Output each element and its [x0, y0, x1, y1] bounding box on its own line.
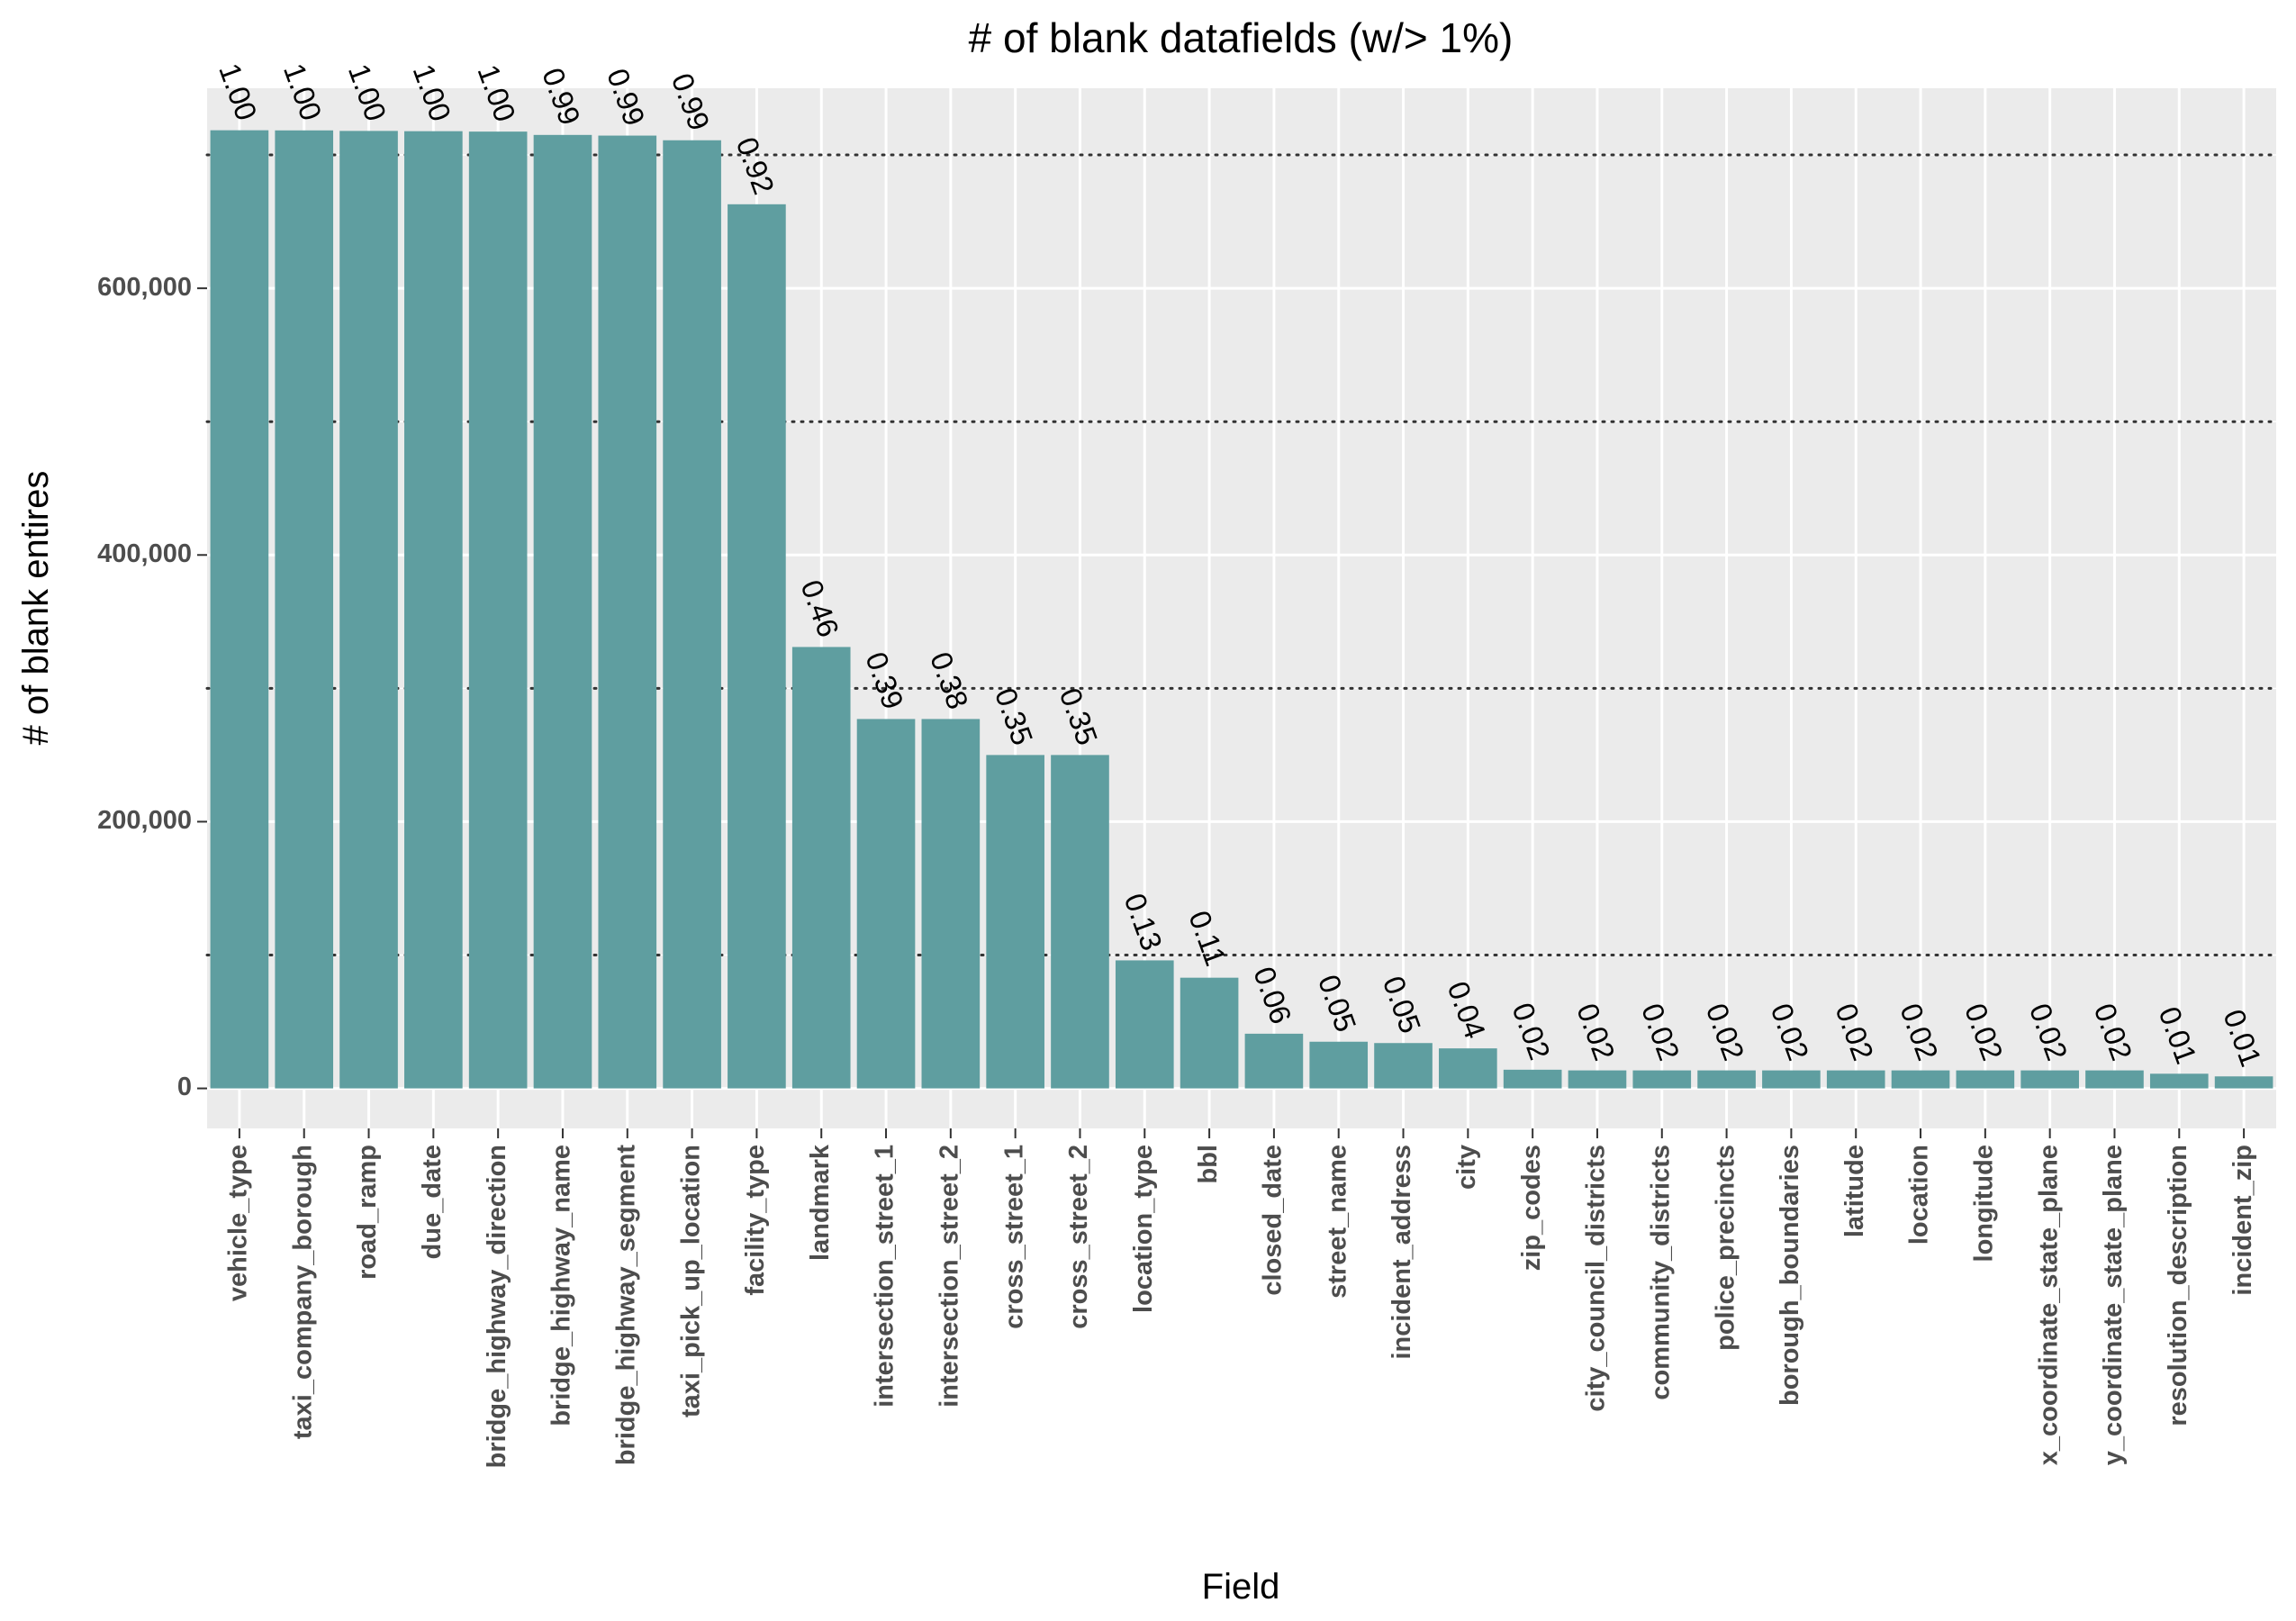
x-tick-label: due_date — [418, 1145, 447, 1259]
x-tick-label: resolution_description — [2164, 1145, 2192, 1426]
bar-city_council_districts — [1568, 1070, 1627, 1089]
bar-taxi_pick_up_location — [663, 140, 721, 1089]
x-tick-label: bbl — [1194, 1145, 1223, 1184]
y-axis: 0 200,000 400,000 600,000 — [97, 273, 207, 1101]
x-tick-label: latitude — [1840, 1145, 1869, 1237]
bar-location_type — [1115, 960, 1174, 1089]
bar-intersection_street_1 — [856, 719, 916, 1089]
bar-police_precincts — [1697, 1070, 1756, 1089]
x-axis-title: Field — [1202, 1567, 1280, 1607]
bar-landmark — [791, 647, 851, 1089]
x-tick-label: location_type — [1129, 1145, 1158, 1313]
x-tick-label: facility_type — [741, 1145, 770, 1296]
x-tick-label: bridge_highway_segment — [611, 1145, 640, 1465]
x-tick-label: vehicle_type — [224, 1145, 253, 1301]
x-tick-label: incident_address — [1388, 1145, 1416, 1360]
x-tick-label: y_coordinate_state_plane — [2099, 1145, 2128, 1465]
x-tick-label: cross_street_1 — [999, 1145, 1028, 1329]
x-tick-label: bridge_highway_name — [547, 1145, 576, 1426]
bar-incident_zip — [2214, 1076, 2273, 1089]
bar-city — [1439, 1048, 1497, 1089]
x-tick-label: taxi_pick_up_location — [676, 1145, 705, 1417]
bar-x_coordinate_state_plane — [2020, 1070, 2079, 1089]
bar-facility_type — [728, 204, 786, 1089]
bar-resolution_description — [2149, 1073, 2209, 1089]
x-tick-label: community_districts — [1646, 1145, 1675, 1400]
x-tick-label: landmark — [806, 1144, 835, 1261]
bar-community_districts — [1632, 1070, 1692, 1089]
bar-bridge_highway_direction — [468, 131, 528, 1089]
x-tick-label: road_ramp — [353, 1145, 382, 1280]
bar-location — [1891, 1070, 1950, 1089]
x-tick-label: street_name — [1323, 1145, 1351, 1299]
x-tick-label: x_coordinate_state_plane — [2034, 1145, 2063, 1465]
x-tick-label: police_precincts — [1711, 1145, 1740, 1351]
x-tick-label: zip_codes — [1517, 1145, 1546, 1271]
bar-bridge_highway_segment — [598, 135, 657, 1089]
bar-intersection_street_2 — [921, 719, 981, 1089]
x-tick-label: city — [1452, 1145, 1481, 1190]
x-tick-label: bridge_highway_direction — [483, 1145, 511, 1468]
bar-y_coordinate_state_plane — [2085, 1070, 2144, 1089]
x-tick-label: longitude — [1970, 1145, 1999, 1262]
x-tick-label: city_council_districts — [1582, 1145, 1611, 1412]
bar-bbl — [1180, 977, 1239, 1089]
x-tick-label: intersection_street_2 — [936, 1145, 964, 1408]
x-tick-label: intersection_street_1 — [871, 1145, 899, 1408]
x-axis: vehicle_type taxi_company_borough road_ram… — [224, 1128, 2257, 1468]
bar-street_name — [1309, 1041, 1369, 1089]
bar-vehicle_type — [210, 130, 269, 1089]
bar-bridge_highway_name — [533, 134, 592, 1089]
x-tick-label: location — [1905, 1145, 1934, 1245]
bar-taxi_company_borough — [275, 130, 334, 1089]
y-tick-label: 200,000 — [97, 806, 192, 835]
y-tick-label: 0 — [177, 1073, 192, 1101]
x-tick-label: closed_date — [1259, 1145, 1288, 1296]
x-tick-label: cross_street_2 — [1064, 1145, 1093, 1329]
bar-incident_address — [1374, 1043, 1433, 1089]
y-tick-label: 600,000 — [97, 273, 192, 302]
bar-cross_street_2 — [1051, 755, 1109, 1089]
y-tick-label: 400,000 — [97, 539, 192, 568]
y-axis-title: # of blank entires — [16, 471, 56, 746]
x-tick-label: taxi_company_borough — [288, 1145, 317, 1439]
chart-title: # of blank datafields (w/> 1%) — [969, 14, 1514, 61]
bar-closed_date — [1244, 1033, 1304, 1089]
x-tick-label: borough_boundaries — [1776, 1145, 1804, 1406]
x-tick-label: incident_zip — [2228, 1145, 2257, 1296]
bar-cross_street_1 — [986, 755, 1044, 1089]
bar-latitude — [1826, 1070, 1885, 1089]
bar-borough_boundaries — [1762, 1070, 1821, 1089]
bar-zip_codes — [1503, 1069, 1562, 1089]
bar-longitude — [1956, 1070, 2015, 1089]
bar-road_ramp — [339, 131, 398, 1089]
bar-due_date — [404, 131, 463, 1089]
bars — [210, 130, 2273, 1089]
